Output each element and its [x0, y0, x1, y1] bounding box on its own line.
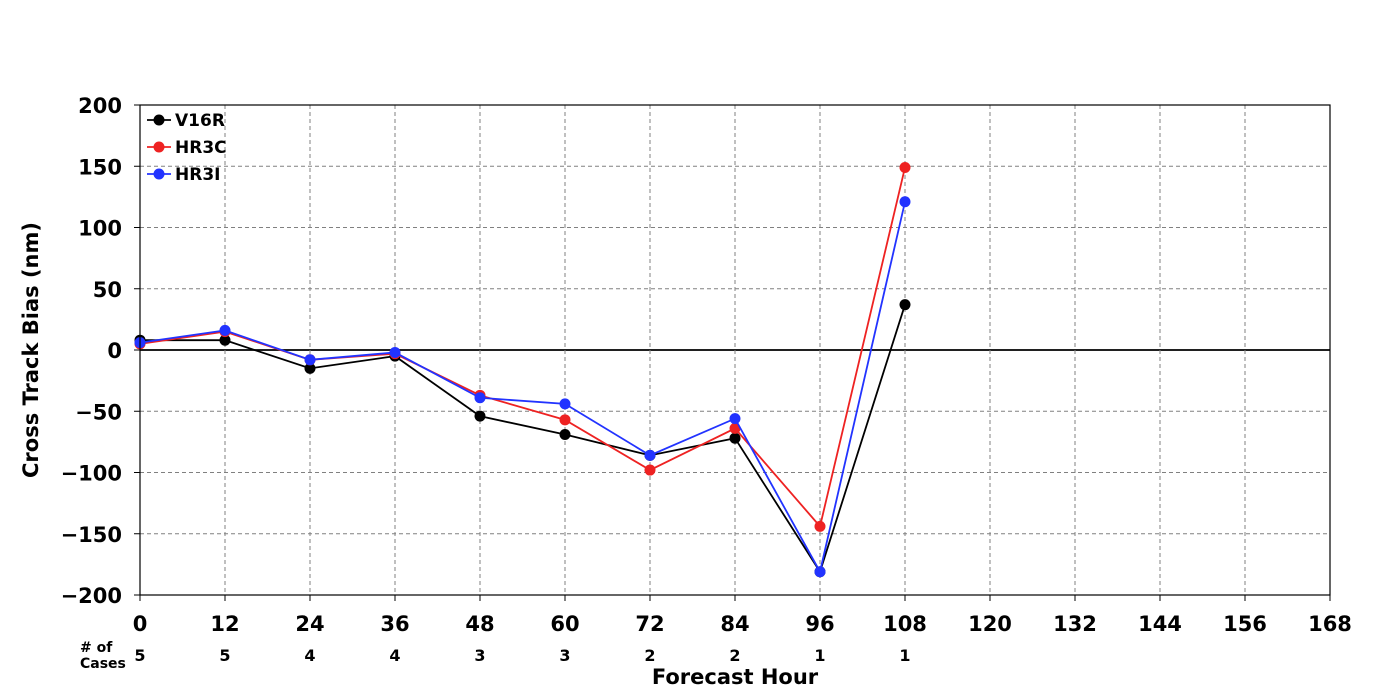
cases-value: 1	[814, 646, 825, 665]
data-point	[644, 449, 656, 461]
y-tick-label: 200	[78, 94, 122, 118]
data-point	[729, 413, 741, 425]
cases-row: # of Cases 5 5 4 4 3 3 2 2 1 1	[80, 640, 911, 672]
data-point	[644, 464, 656, 476]
series-line	[140, 304, 906, 574]
data-point	[304, 354, 316, 366]
x-tick-label: 0	[133, 612, 148, 636]
y-tick-label: −200	[61, 584, 122, 608]
x-tick-label: 48	[465, 612, 494, 636]
y-tick-label: −50	[75, 400, 122, 424]
x-tick-label: 144	[1138, 612, 1182, 636]
data-point	[474, 392, 486, 404]
legend-item-hr3c: HR3C	[147, 138, 227, 158]
cases-value: 5	[219, 646, 230, 665]
data-point	[559, 429, 571, 441]
series-hr3c	[134, 161, 911, 532]
x-axis-label: Forecast Hour	[652, 665, 819, 689]
series-layer	[134, 161, 911, 578]
series-line	[139, 201, 906, 575]
x-tick-label: 108	[883, 612, 927, 636]
data-point	[559, 414, 571, 426]
cases-value: 4	[389, 646, 400, 665]
plot-frame	[139, 104, 1331, 596]
y-tick-labels: 200 150 100 50 0 −50 −100 −150 −200	[61, 94, 122, 608]
cases-value: 5	[134, 646, 145, 665]
legend: V16R HR3C HR3I	[147, 111, 227, 185]
y-tick-label: −150	[61, 523, 122, 547]
legend-item-hr3i: HR3I	[147, 165, 220, 185]
data-point	[474, 410, 486, 422]
data-point	[899, 161, 911, 173]
y-tick-label: 150	[78, 155, 122, 179]
cases-label-line2: Cases	[80, 656, 126, 672]
y-tick-label: 0	[107, 339, 122, 363]
x-tick-label: 12	[210, 612, 239, 636]
data-point	[729, 422, 741, 434]
data-point	[219, 324, 231, 336]
data-point	[899, 299, 911, 311]
legend-swatch-marker	[153, 141, 165, 153]
cases-value: 4	[304, 646, 315, 665]
cases-value: 3	[474, 646, 485, 665]
series-hr3i	[134, 196, 911, 578]
y-axis-label: Cross Track Bias (nm)	[19, 222, 43, 478]
cases-value: 2	[729, 646, 740, 665]
y-tick-label: −100	[61, 462, 122, 486]
grid-layer	[134, 104, 1331, 601]
data-point	[559, 398, 571, 410]
cases-value: 1	[899, 646, 910, 665]
data-point	[389, 346, 401, 358]
legend-label: HR3I	[175, 165, 220, 185]
legend-item-v16r: V16R	[147, 111, 225, 131]
x-tick-label: 36	[380, 612, 409, 636]
legend-swatch-marker	[153, 168, 165, 180]
legend-label: HR3C	[175, 138, 227, 158]
x-tick-labels: 0 12 24 36 48 60 72 84 96 108 120 132 144 156 168	[133, 612, 1352, 636]
cases-value: 3	[559, 646, 570, 665]
y-tick-label: 100	[78, 217, 122, 241]
data-point	[899, 196, 911, 208]
cases-value: 2	[644, 646, 655, 665]
x-tick-label: 72	[635, 612, 664, 636]
data-point	[219, 334, 231, 346]
data-point	[304, 362, 316, 374]
x-tick-label: 156	[1223, 612, 1267, 636]
x-tick-label: 24	[295, 612, 324, 636]
x-tick-label: 84	[720, 612, 749, 636]
x-tick-label: 120	[968, 612, 1012, 636]
legend-swatch-marker	[153, 114, 165, 126]
x-tick-label: 60	[550, 612, 579, 636]
cases-label-line1: # of	[80, 640, 113, 656]
data-point	[814, 566, 826, 578]
legend-label: V16R	[175, 111, 225, 131]
x-tick-label: 132	[1053, 612, 1097, 636]
data-point	[814, 520, 826, 532]
data-point	[729, 432, 741, 444]
y-tick-label: 50	[93, 278, 122, 302]
x-tick-label: 168	[1308, 612, 1352, 636]
x-tick-label: 96	[805, 612, 834, 636]
